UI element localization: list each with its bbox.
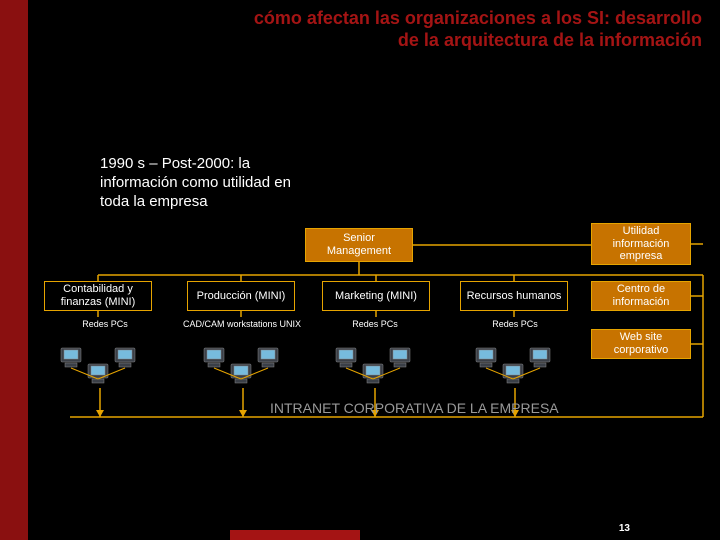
intranet-label: INTRANET CORPORATIVA DE LA EMPRESA bbox=[270, 400, 559, 416]
workstation-label: Redes PCs bbox=[480, 319, 550, 329]
connector-lines bbox=[0, 0, 720, 540]
page-number: 13 bbox=[619, 523, 630, 534]
era-caption: 1990 s – Post-2000: la información como … bbox=[100, 155, 310, 211]
dept-box-prod: Producción (MINI) bbox=[187, 281, 295, 311]
dept-box-acct: Contabilidad y finanzas (MINI) bbox=[44, 281, 152, 311]
right-box-util: Utilidad información empresa bbox=[591, 223, 691, 265]
slide: cómo afectan las organizaciones a los SI… bbox=[0, 0, 720, 540]
workstation-label: Redes PCs bbox=[70, 319, 140, 329]
title-underline bbox=[40, 56, 702, 58]
left-accent-bar bbox=[0, 0, 28, 540]
workstation-cluster-icon bbox=[55, 338, 145, 388]
right-box-centro: Centro de información bbox=[591, 281, 691, 311]
title-line1: cómo afectan las organizaciones a los SI… bbox=[254, 8, 702, 28]
title-line2: de la arquitectura de la información bbox=[398, 30, 702, 50]
senior-management-box: Senior Management bbox=[305, 228, 413, 262]
workstation-cluster-icon bbox=[470, 338, 560, 388]
workstation-label: CAD/CAM workstations UNIX bbox=[172, 319, 312, 329]
slide-title: cómo afectan las organizaciones a los SI… bbox=[140, 8, 702, 51]
workstation-label: Redes PCs bbox=[340, 319, 410, 329]
workstation-cluster-icon bbox=[330, 338, 420, 388]
dept-box-hr: Recursos humanos bbox=[460, 281, 568, 311]
footer-accent bbox=[230, 530, 360, 540]
right-box-web: Web site corporativo bbox=[591, 329, 691, 359]
title-tick bbox=[670, 52, 672, 66]
workstation-cluster-icon bbox=[198, 338, 288, 388]
title-tick bbox=[640, 52, 642, 66]
dept-box-mkt: Marketing (MINI) bbox=[322, 281, 430, 311]
